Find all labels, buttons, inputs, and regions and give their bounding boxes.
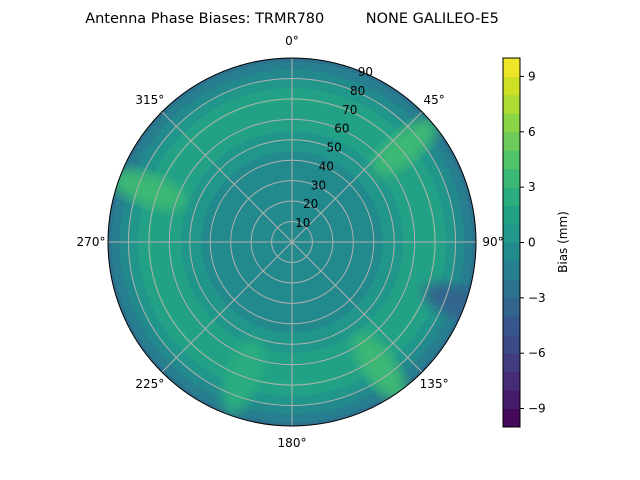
colorbar: −9 −6 −3 0 3 6 9	[502, 57, 546, 428]
colorbar-segment	[503, 205, 520, 225]
radial-tick-label: 30	[311, 178, 326, 192]
colorbar-segment	[503, 260, 520, 280]
colorbar-tick-label: −6	[528, 346, 546, 360]
angular-tick-label: 270°	[77, 235, 106, 249]
angular-tick-label: 0°	[285, 34, 299, 48]
colorbar-segment	[503, 408, 520, 428]
colorbar-segment	[503, 390, 520, 410]
radial-tick-label: 20	[303, 197, 318, 211]
radial-tick-label: 10	[295, 216, 310, 230]
angular-tick-label: 180°	[278, 436, 307, 450]
colorbar-segment	[503, 353, 520, 373]
colorbar-segment	[503, 150, 520, 170]
polar-grid	[108, 58, 476, 426]
angular-gridline	[291, 111, 423, 243]
colorbar-segment	[503, 94, 520, 114]
radial-tick-label: 40	[319, 159, 334, 173]
colorbar-segment	[503, 297, 520, 317]
colorbar-tick-label: −9	[528, 402, 546, 416]
colorbar-segment	[503, 113, 520, 133]
colorbar-segment	[503, 316, 520, 336]
colorbar-tick-label: −3	[528, 291, 546, 305]
colorbar-segment	[503, 279, 520, 299]
radial-tick-label: 60	[334, 122, 349, 136]
contour-hotspot	[353, 333, 407, 402]
chart-title: Antenna Phase Biases: TRMR780 NONE GALIL…	[85, 11, 499, 27]
colorbar-tick-label: 6	[528, 125, 536, 139]
radial-tick-label: 90	[358, 65, 373, 79]
colorbar-segment	[503, 168, 520, 188]
angular-tick-label: 90°	[482, 235, 503, 249]
colorbar-tick-label: 3	[528, 180, 536, 194]
angular-gridline	[161, 241, 293, 373]
angular-tick-label: 225°	[135, 377, 164, 391]
angular-tick-label: 135°	[420, 377, 449, 391]
angular-tick-label: 315°	[135, 93, 164, 107]
contour-hotspot	[109, 169, 186, 210]
polar-frame	[107, 57, 477, 427]
colorbar-segment	[503, 224, 520, 243]
angular-gridline	[291, 241, 423, 373]
colorbar-segment	[503, 187, 520, 207]
colorbar-segment	[503, 131, 520, 151]
radial-tick-label: 70	[342, 103, 357, 117]
colorbar-segment	[503, 58, 520, 77]
colorbar-tick-label: 0	[528, 236, 536, 250]
angular-tick-label: 45°	[423, 93, 444, 107]
colorbar-label: Bias (mm)	[556, 211, 570, 273]
radial-tick-label: 80	[350, 84, 365, 98]
contour-hotspot	[372, 118, 438, 176]
colorbar-segment	[503, 242, 520, 262]
radial-tick-label: 50	[326, 141, 341, 155]
angular-gridline	[161, 111, 293, 243]
colorbar-segment	[503, 76, 520, 96]
colorbar-segment	[503, 334, 520, 354]
colorbar-tick-label: 9	[528, 69, 536, 83]
contour-hotspot	[423, 283, 476, 324]
colorbar-segment	[503, 371, 520, 391]
